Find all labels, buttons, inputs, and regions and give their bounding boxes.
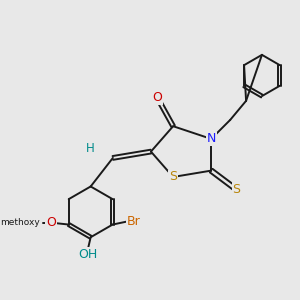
Text: Br: Br [127,215,140,228]
Text: S: S [232,183,241,196]
Text: O: O [46,216,56,230]
Text: OH: OH [78,248,97,261]
Text: methoxy: methoxy [0,218,40,227]
Text: O: O [152,91,162,104]
Text: H: H [86,142,95,155]
Text: N: N [206,132,216,146]
Text: S: S [169,170,177,184]
